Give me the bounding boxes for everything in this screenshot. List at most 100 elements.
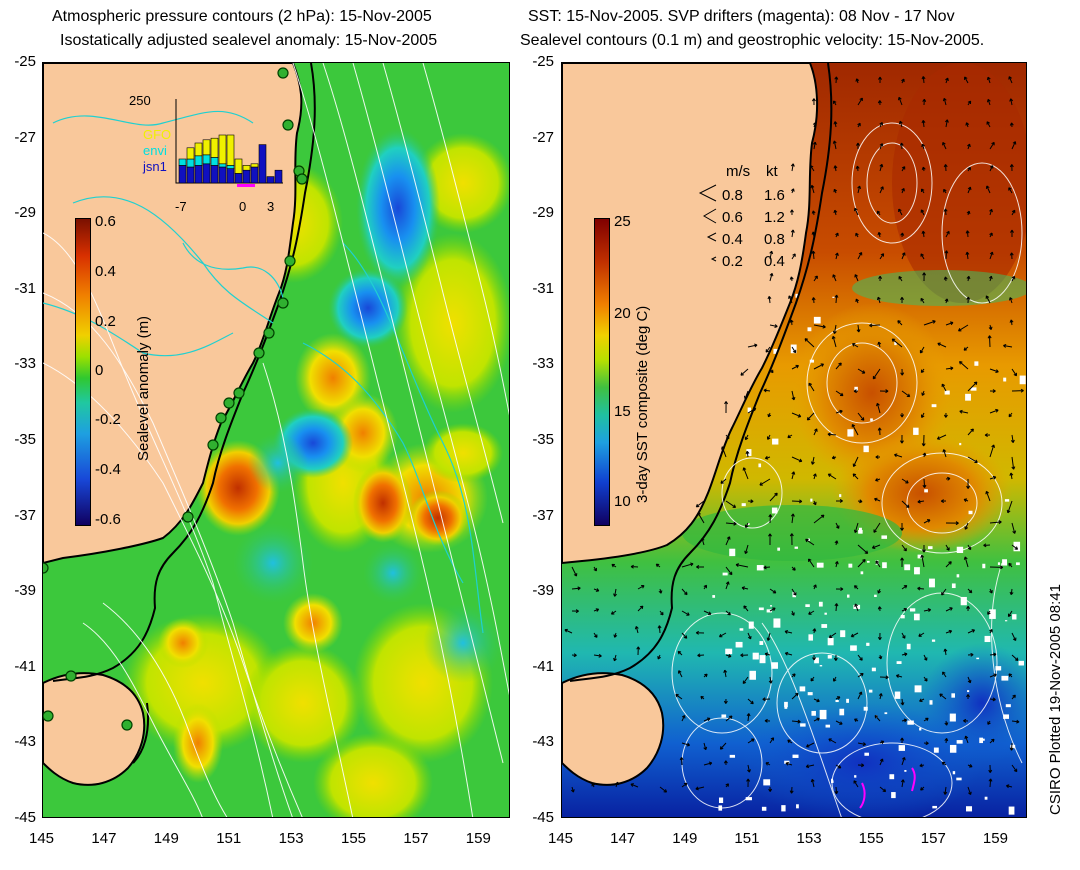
velocity-row-3-kt: 0.4 <box>764 253 785 270</box>
histogram-bar-jsn1 <box>178 165 187 184</box>
left-x-tick: 149 <box>153 830 179 847</box>
histogram-bar-jsn1 <box>258 144 267 184</box>
right-y-tick: -33 <box>532 355 554 373</box>
sst-map-graphic <box>562 63 1026 817</box>
histogram-bar-gfo <box>234 158 243 174</box>
right-x-tick: 155 <box>858 830 884 847</box>
velocity-row-3-ms: 0.2 <box>722 253 743 270</box>
left-y-tick: -39 <box>14 582 36 600</box>
sst-cb-tick-0: 25 <box>614 213 631 230</box>
velocity-row-0-kt: 1.6 <box>764 187 785 204</box>
sealevel-cb-tick-6: -0.6 <box>95 511 121 528</box>
velocity-row-2-kt: 0.8 <box>764 231 785 248</box>
histogram-bar-envi <box>178 158 187 166</box>
histogram-ymax-label: 250 <box>129 93 151 108</box>
sealevel-anomaly-map: 0.6 0.4 0.2 0 -0.2 -0.4 -0.6 Sealevel an… <box>42 62 510 818</box>
sst-colorbar-label: 3-day SST composite (deg C) <box>634 305 651 503</box>
histogram-xtick-0: -7 <box>175 199 187 214</box>
left-x-tick: 147 <box>91 830 117 847</box>
right-y-tick: -43 <box>532 733 554 751</box>
sealevel-cb-tick-3: 0 <box>95 362 104 379</box>
sst-tasmania <box>562 672 665 786</box>
histogram-bar-gfo <box>226 134 235 166</box>
sealevel-map-graphic <box>43 63 509 817</box>
sealevel-cb-tick-1: 0.4 <box>95 263 116 280</box>
velocity-row-1-kt: 1.2 <box>764 209 785 226</box>
histogram-bar-jsn1 <box>226 168 235 184</box>
velocity-legend-header-kt: kt <box>766 163 778 180</box>
left-y-tick: -43 <box>14 733 36 751</box>
histogram-bar-jsn1 <box>242 169 251 184</box>
histogram-bar-jsn1 <box>266 176 275 184</box>
histogram-bar-jsn1 <box>218 166 227 184</box>
sealevel-colorbar-label: Sealevel anomaly (m) <box>135 315 152 461</box>
histogram-bar-gfo <box>186 147 195 160</box>
histogram-bar-gfo <box>194 142 203 157</box>
altimeter-histogram: 250 GFO envi jsn1 -7 0 3 <box>127 91 287 214</box>
right-y-tick: -35 <box>532 431 554 448</box>
left-y-tick: -45 <box>14 809 36 826</box>
mainland-australia <box>43 63 303 565</box>
left-title-line2: Isostatically adjusted sealevel anomaly:… <box>60 32 438 49</box>
histogram-bar-envi <box>218 163 227 168</box>
right-x-tick: 147 <box>610 830 636 847</box>
histogram-bar-envi <box>202 154 211 165</box>
left-y-tick: -25 <box>14 53 36 70</box>
sst-cb-tick-3: 10 <box>614 493 631 510</box>
right-x-tick: 149 <box>672 830 698 847</box>
left-x-tick: 151 <box>216 830 242 847</box>
sealevel-cb-tick-2: 0.2 <box>95 313 116 330</box>
histogram-bar-envi <box>226 165 235 169</box>
right-x-tick: 153 <box>796 830 822 847</box>
left-y-tick: -31 <box>14 279 36 297</box>
right-y-tick: -31 <box>532 279 554 297</box>
sst-mainland <box>562 63 819 565</box>
left-y-tick: -27 <box>14 128 36 146</box>
histogram-bar-gfo <box>250 163 259 168</box>
left-y-tick: -33 <box>14 355 36 373</box>
histogram-bar-envi <box>186 158 195 168</box>
left-x-tick: 155 <box>341 830 367 847</box>
left-y-tick: -35 <box>14 431 36 448</box>
right-x-tick: 157 <box>920 830 946 847</box>
right-x-tick: 145 <box>548 830 574 847</box>
histogram-bar-jsn1 <box>210 165 219 184</box>
right-y-tick: -45 <box>532 809 554 826</box>
left-y-tick: -41 <box>14 657 36 675</box>
left-x-tick: 153 <box>278 830 304 847</box>
right-y-tick: -27 <box>532 128 554 146</box>
histogram-bar-jsn1 <box>274 169 283 184</box>
sealevel-cb-tick-5: -0.4 <box>95 461 121 478</box>
left-title-line1: Atmospheric pressure contours (2 hPa): 1… <box>52 8 432 25</box>
sealevel-cb-tick-4: -0.2 <box>95 411 121 428</box>
sealevel-cb-tick-0: 0.6 <box>95 213 116 230</box>
right-y-tick: -39 <box>532 582 554 600</box>
sealevel-colorbar <box>75 218 91 526</box>
sst-cb-tick-1: 20 <box>614 305 631 322</box>
histogram-bar-jsn1 <box>250 166 259 184</box>
histogram-bar-gfo <box>218 134 227 165</box>
histogram-bar-jsn1 <box>186 166 195 184</box>
right-y-tick: -41 <box>532 657 554 675</box>
histogram-xtick-1: 0 <box>239 199 247 214</box>
velocity-row-1-ms: 0.6 <box>722 209 743 226</box>
velocity-row-2-ms: 0.4 <box>722 231 743 248</box>
credit-text: CSIRO Plotted 19-Nov-2005 08:41 <box>1047 584 1064 815</box>
legend-envi: envi <box>143 143 167 158</box>
histogram-bar-gfo <box>202 139 211 156</box>
velocity-row-0-ms: 0.8 <box>722 187 743 204</box>
right-x-tick: 159 <box>982 830 1008 847</box>
left-x-tick: 159 <box>465 830 491 847</box>
histogram-bar-envi <box>210 157 219 166</box>
sst-cb-tick-2: 15 <box>614 403 631 420</box>
histogram-bar-jsn1 <box>234 173 243 184</box>
left-x-tick: 145 <box>29 830 55 847</box>
histogram-bar-jsn1 <box>194 165 203 184</box>
velocity-legend-header-ms: m/s <box>726 163 751 180</box>
velocity-legend: m/s kt 0.8 1.6 0.6 1.2 0.4 0.8 0.2 0.4 <box>698 163 828 273</box>
histogram-bar-gfo <box>210 137 219 158</box>
left-x-tick: 157 <box>403 830 429 847</box>
histogram-bar-gfo <box>242 165 251 171</box>
histogram-bar-envi <box>194 155 203 166</box>
right-title-line2: Sealevel contours (0.1 m) and geostrophi… <box>520 32 985 49</box>
